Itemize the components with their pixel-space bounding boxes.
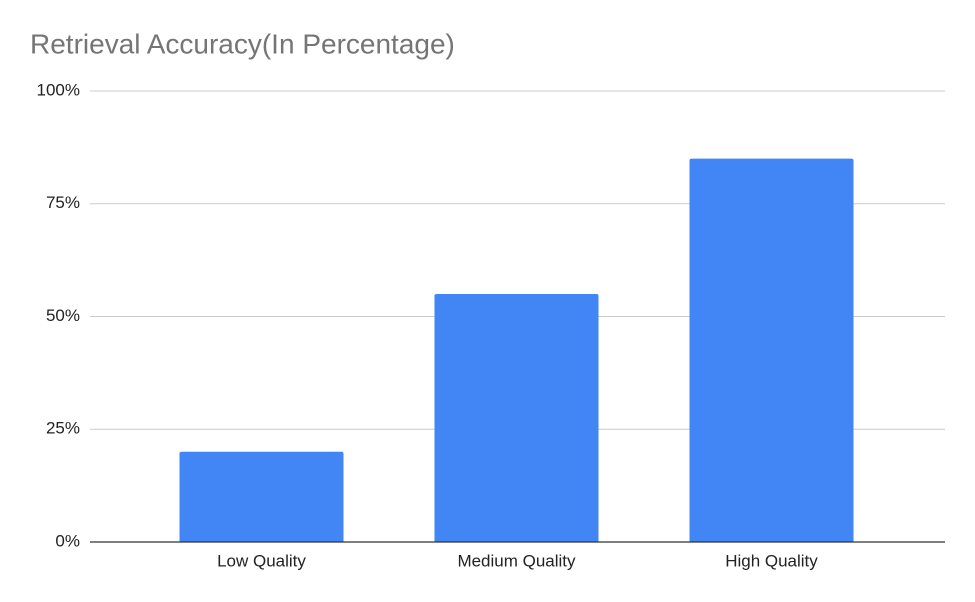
- y-tick-label: 0%: [55, 531, 80, 550]
- y-tick-label: 50%: [46, 306, 80, 325]
- x-tick-label: Low Quality: [217, 551, 306, 570]
- bar: [434, 293, 599, 542]
- y-tick-label: 25%: [46, 419, 80, 438]
- chart-title: Retrieval Accuracy(In Percentage): [30, 28, 455, 59]
- bar: [689, 158, 854, 542]
- x-tick-label: High Quality: [725, 551, 818, 570]
- bar: [179, 451, 344, 542]
- y-tick-label: 75%: [46, 193, 80, 212]
- x-tick-label: Medium Quality: [457, 551, 576, 570]
- y-tick-label: 100%: [37, 80, 80, 99]
